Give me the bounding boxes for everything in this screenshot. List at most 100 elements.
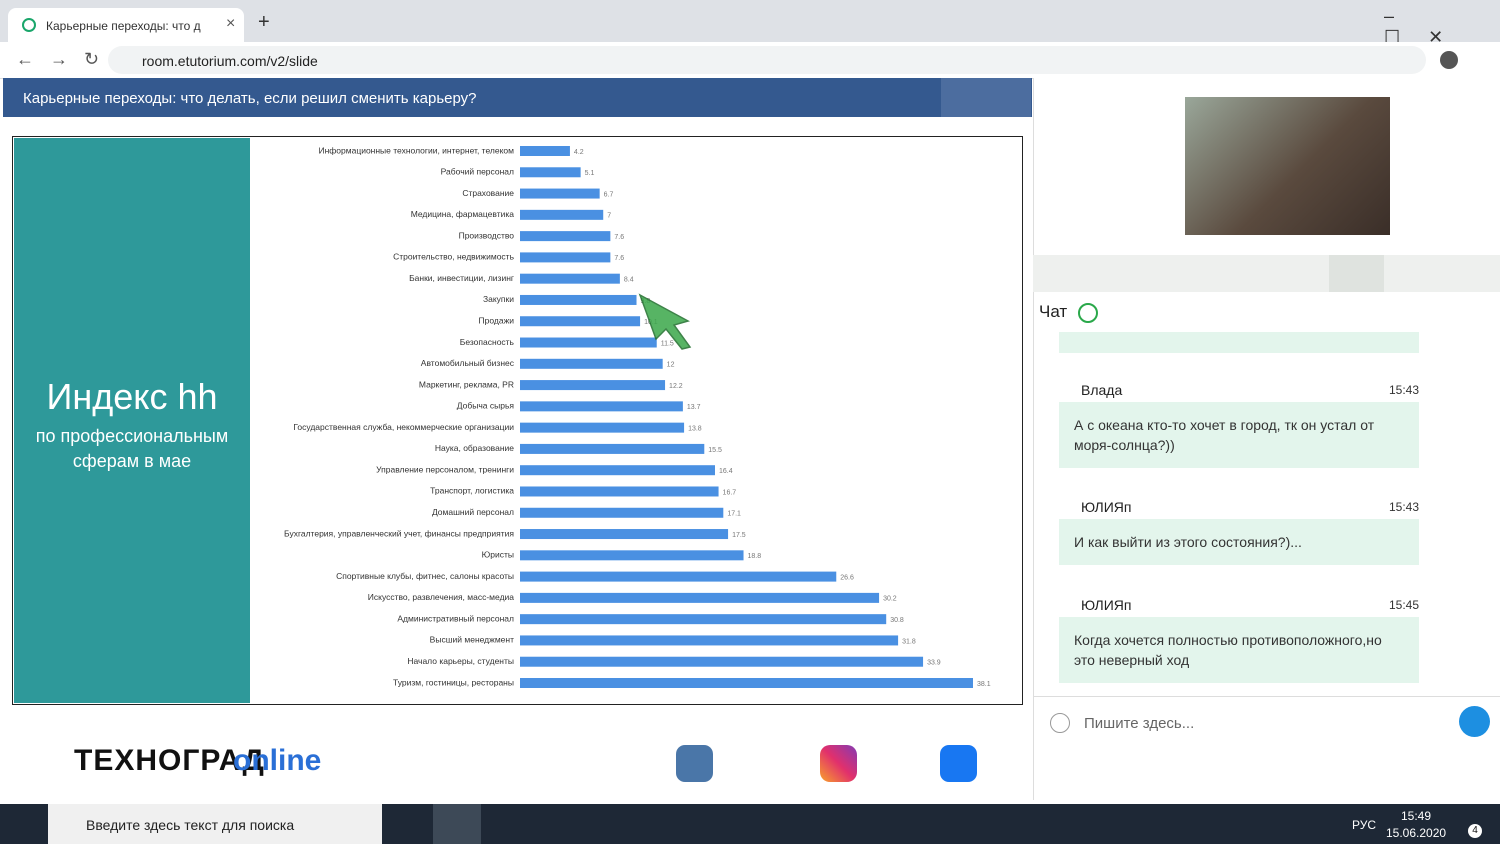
category-label: Медицина, фармацевтика [411, 209, 515, 219]
bar [520, 550, 744, 561]
search-box[interactable]: Введите здесь текст для поиска [48, 804, 382, 844]
bar [520, 443, 705, 454]
bar [520, 529, 729, 540]
message-text: Когда хочется полностью противоположного… [1059, 617, 1419, 683]
bar [520, 316, 641, 327]
time: 15:45 [1388, 598, 1419, 612]
bar [520, 465, 715, 476]
value-label: 13.7 [687, 404, 701, 411]
bar [520, 486, 719, 497]
author: ЮЛИЯп [1081, 499, 1132, 515]
profile[interactable] [1440, 51, 1458, 69]
category-label: Маркетинг, реклама, PR [419, 379, 514, 389]
category-label: Бухгалтерия, управленческий учет, финанс… [284, 528, 514, 538]
slide-title: Карьерные переходы: что делать, если реш… [23, 90, 477, 107]
bar [520, 273, 620, 284]
bar [520, 337, 657, 348]
slide-tools[interactable] [941, 78, 1031, 117]
message-text: И как выйти из этого состояния?)... [1059, 519, 1419, 565]
bar [520, 380, 666, 391]
value-label: 30.8 [890, 617, 904, 624]
value-label: 15.5 [708, 447, 722, 454]
value-label: 5.1 [585, 170, 595, 177]
category-label: Информационные технологии, интернет, тел… [319, 145, 515, 155]
bar [520, 231, 611, 242]
author: ЮЛИЯп [1081, 597, 1132, 613]
category-label: Спортивные клубы, фитнес, салоны красоты [336, 571, 514, 581]
category-label: Рабочий персонал [441, 167, 514, 177]
message-text: А с океана кто-то хочет в город, тк он у… [1059, 402, 1419, 468]
video [1185, 97, 1390, 235]
time: 15:43 [1388, 383, 1419, 397]
category-label: Искусство, развлечения, масс-медиа [368, 592, 514, 602]
value-label: 16.4 [719, 468, 733, 475]
category-label: Страхование [462, 188, 514, 198]
category-label: Закупки [483, 294, 514, 304]
bar [520, 167, 581, 178]
tab-title: Карьерные переходы: что д [46, 19, 201, 33]
chat-tab[interactable] [1329, 255, 1384, 292]
logo: ТЕХНОГРАД [74, 744, 265, 777]
value-label: 11.5 [661, 340, 674, 347]
chart: Информационные технологии, интернет, тел… [284, 145, 991, 688]
tab-close[interactable]: × [226, 15, 236, 32]
category-label: Юристы [482, 550, 514, 560]
help-icon[interactable] [1050, 713, 1070, 733]
notifications[interactable]: 4 [1468, 824, 1482, 838]
language[interactable]: РУС [1352, 818, 1377, 832]
category-label: Банки, инвестиции, лизинг [409, 273, 514, 283]
date: 15.06.2020 [1386, 826, 1447, 840]
value-label: 12.2 [669, 383, 683, 390]
bar [520, 252, 611, 263]
slide-panel: Индекс hh по профессиональным сферам в м… [14, 138, 250, 703]
bar [520, 358, 663, 369]
value-label: 38.1 [977, 681, 991, 688]
message-header: Влада 15:43 [1061, 382, 1419, 398]
search-text: Введите здесь текст для поиска [86, 817, 295, 833]
bar [520, 678, 973, 688]
bar [520, 656, 924, 667]
category-label: Автомобильный бизнес [421, 358, 515, 368]
taskbar: Введите здесь текст для поиска РУС 15:49… [0, 804, 1500, 844]
url: room.etutorium.com/v2/slide [142, 53, 318, 69]
value-label: 18.8 [748, 553, 762, 560]
bar [520, 294, 637, 305]
new-tab[interactable]: + [258, 11, 270, 33]
chat-input[interactable]: Пишите здесь... [1084, 715, 1195, 732]
category-label: Транспорт, логистика [430, 486, 514, 496]
bar [520, 592, 880, 603]
value-label: 31.8 [902, 638, 916, 645]
value-label: 4.2 [574, 149, 584, 156]
active-app[interactable] [433, 804, 481, 844]
favicon [22, 18, 36, 32]
nav-buttons[interactable]: ←→↻ [16, 49, 116, 69]
toolbar: ←→↻ room.etutorium.com/v2/slide [0, 42, 1500, 79]
value-label: 17.5 [732, 532, 746, 539]
address-bar[interactable]: room.etutorium.com/v2/slide [108, 46, 1426, 74]
instagram-icon[interactable] [820, 745, 857, 782]
chat-title: Чат [1039, 302, 1068, 321]
vk-icon[interactable] [676, 745, 713, 782]
divider [1033, 696, 1500, 697]
category-label: Безопасность [460, 337, 515, 347]
bar [520, 614, 887, 625]
bar [520, 507, 724, 518]
value-label: 7.6 [614, 234, 624, 241]
slide-frame: Индекс hh по профессиональным сферам в м… [12, 136, 1023, 705]
category-label: Продажи [479, 315, 515, 325]
facebook-icon[interactable] [940, 745, 977, 782]
bar [520, 188, 600, 199]
value-label: 8.4 [624, 277, 634, 284]
tab[interactable]: Карьерные переходы: что д × [8, 8, 244, 42]
value-label: 26.6 [840, 574, 854, 581]
value-label: 12 [667, 362, 675, 369]
scroll-down[interactable] [1078, 303, 1098, 323]
send-button[interactable] [1459, 706, 1490, 737]
category-label: Наука, образование [435, 443, 514, 453]
category-label: Добыча сырья [457, 401, 515, 411]
value-label: 13.8 [688, 425, 702, 432]
bar [520, 146, 570, 156]
clock: 15:49 [1400, 809, 1432, 823]
time: 15:43 [1388, 500, 1419, 514]
value-label: 7 [607, 213, 611, 220]
